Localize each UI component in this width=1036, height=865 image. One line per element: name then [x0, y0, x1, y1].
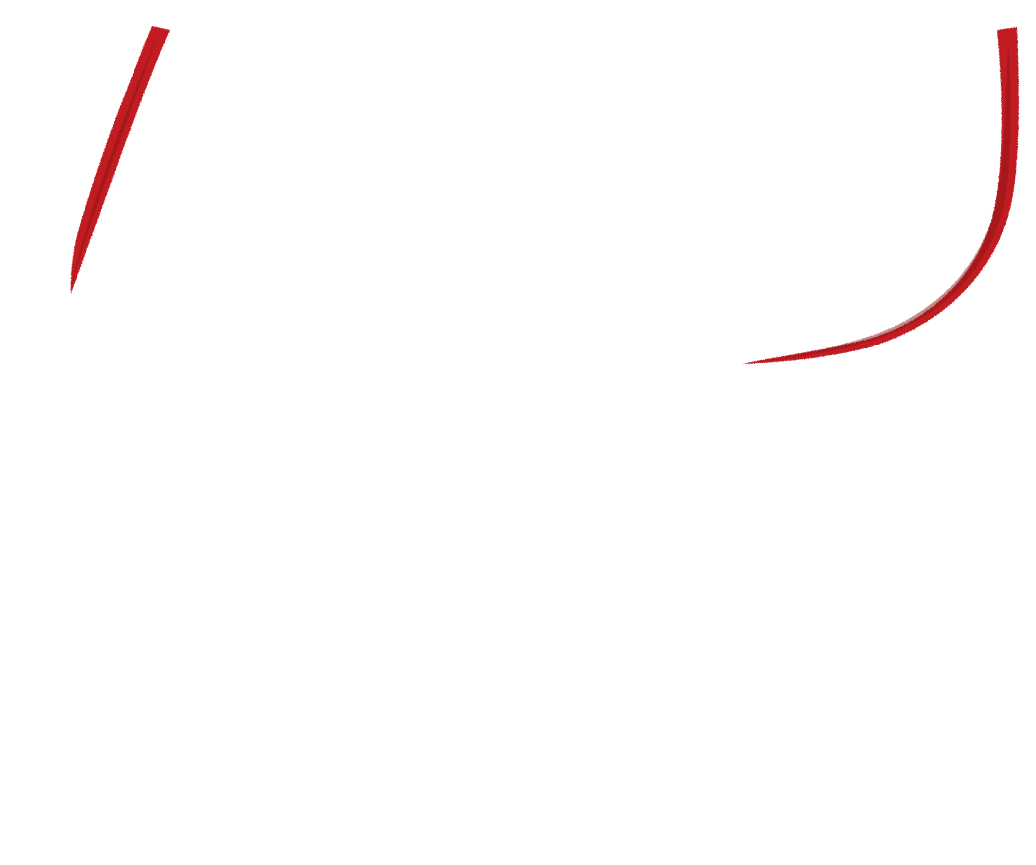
- left-brush-stroke-fill: [70, 26, 170, 294]
- right-curved-brush-stroke: [742, 27, 1019, 364]
- right-curved-brush-stroke-shade: [760, 40, 1011, 362]
- left-brush-stroke: [70, 26, 170, 294]
- right-curved-brush-stroke-fill: [742, 27, 1019, 364]
